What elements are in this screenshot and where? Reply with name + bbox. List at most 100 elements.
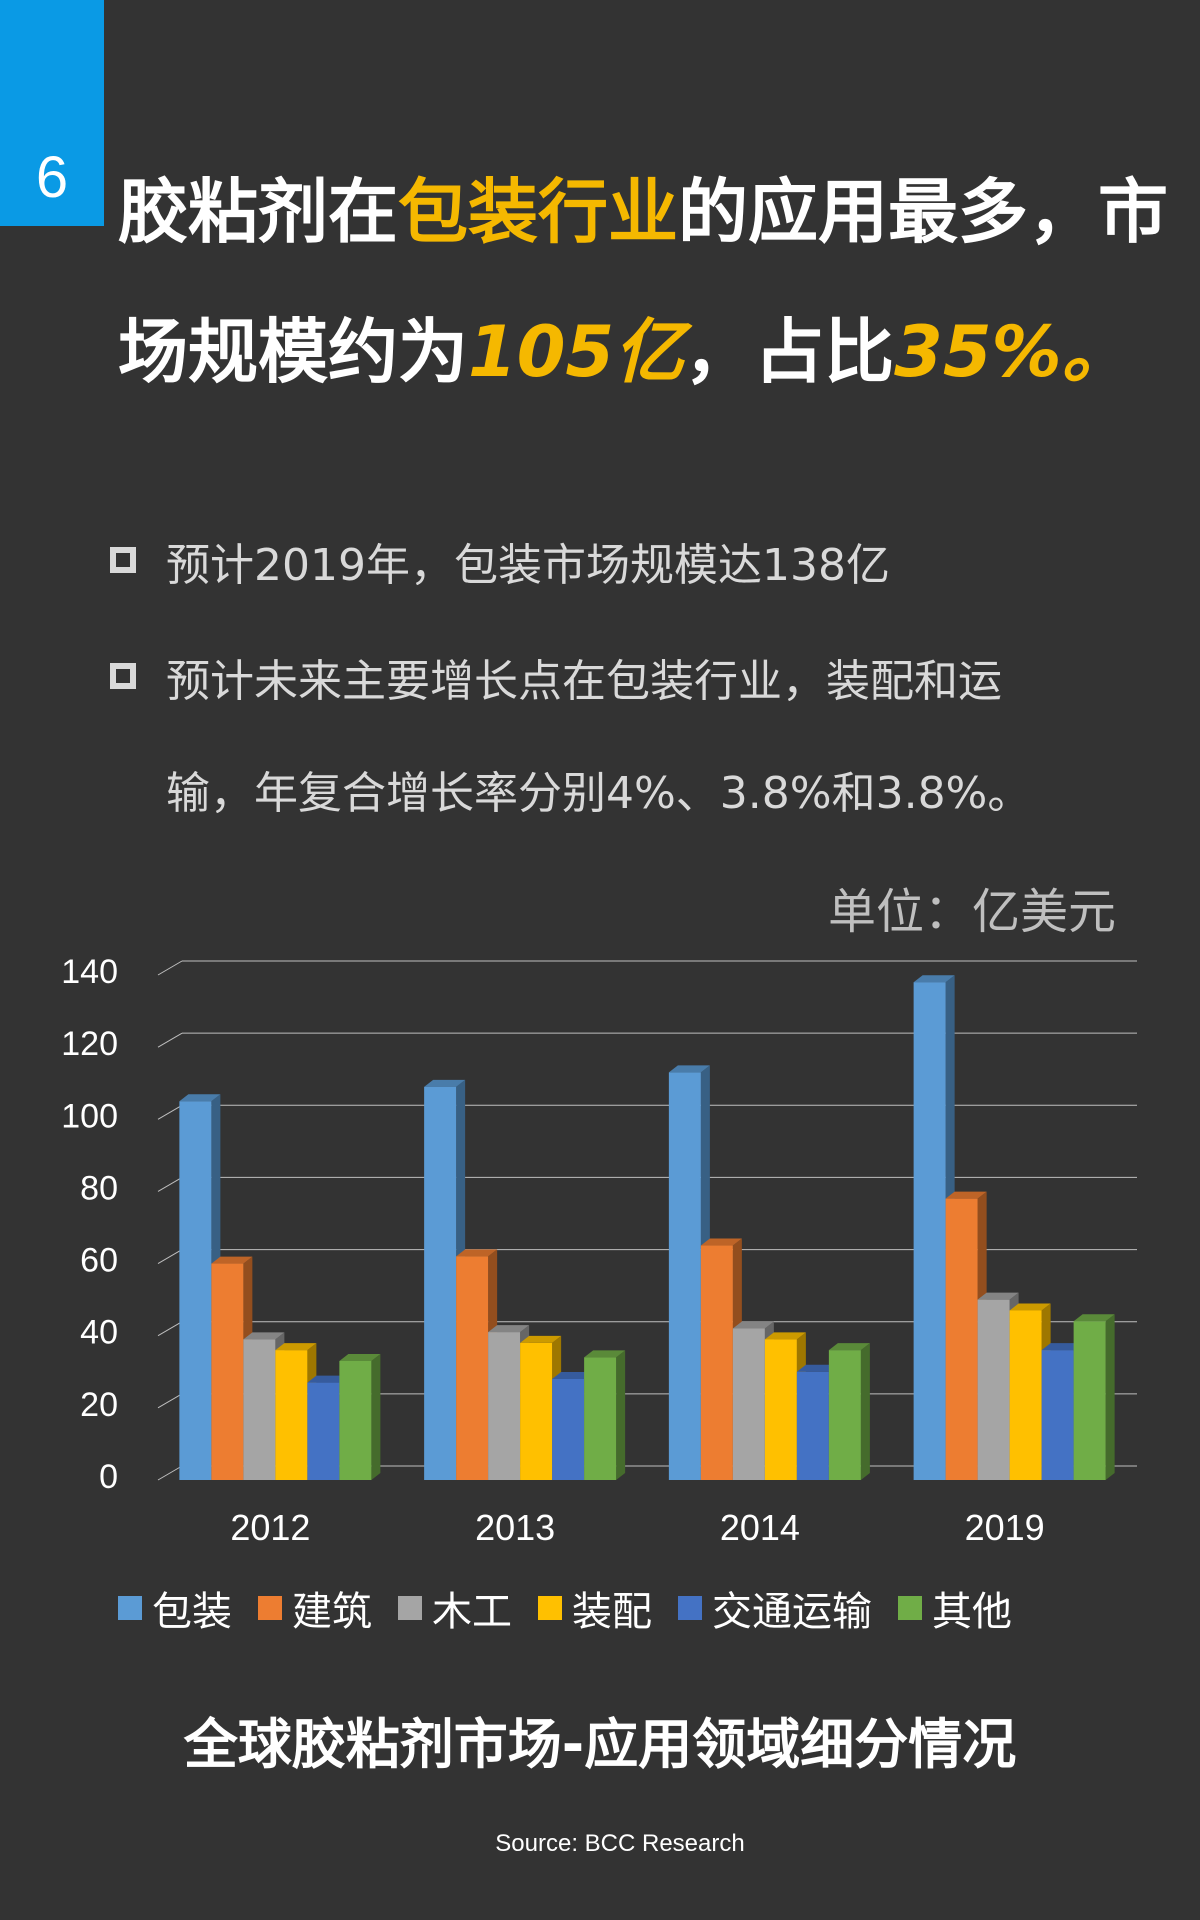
unit-label: 单位：亿美元	[827, 884, 1116, 940]
bullet-square-icon	[110, 663, 136, 689]
headline: 胶粘剂在包装行业的应用最多，市 场规模约为105亿，占比35%。	[118, 142, 1198, 422]
legend-label: 包装	[152, 1589, 232, 1635]
headline-highlight-share: 35%。	[894, 311, 1132, 393]
bar-top	[275, 1343, 317, 1351]
legend-label: 装配	[572, 1589, 652, 1635]
y-tick-label: 120	[61, 1025, 118, 1063]
gridline-depth	[157, 1176, 183, 1192]
bar-top	[1041, 1343, 1083, 1351]
bar	[520, 1342, 553, 1480]
bar	[764, 1339, 797, 1480]
bullet-item: 预计2019年，包装市场规模达138亿	[110, 510, 1170, 622]
bar-top	[307, 1375, 349, 1383]
bar	[796, 1371, 829, 1480]
slide-number-tab: 6	[0, 0, 104, 226]
bar-top	[1073, 1314, 1115, 1322]
headline-line-1: 胶粘剂在包装行业的应用最多，市	[118, 142, 1198, 282]
bullet-square-icon	[110, 547, 136, 573]
bar-top	[700, 1238, 742, 1246]
bar	[552, 1379, 585, 1480]
y-tick-label: 100	[61, 1097, 118, 1135]
bar-side	[371, 1353, 381, 1480]
y-tick-label: 80	[80, 1169, 118, 1207]
bar-top	[945, 1191, 987, 1199]
headline-text: 胶粘剂在	[118, 171, 398, 253]
legend-label: 建筑	[292, 1589, 372, 1635]
bullet-text: 预计未来主要增长点在包装行业，装配和运	[166, 656, 1002, 707]
bullet-list: 预计2019年，包装市场规模达138亿 预计未来主要增长点在包装行业，装配和运 …	[110, 510, 1170, 854]
bar	[1041, 1350, 1074, 1480]
bar-top	[211, 1256, 253, 1264]
legend-swatch	[538, 1596, 562, 1620]
bar-top	[764, 1332, 806, 1340]
legend-item: 装配	[538, 1579, 652, 1637]
bar-top	[339, 1353, 381, 1361]
legend-item: 包装	[118, 1579, 232, 1637]
bar	[179, 1101, 212, 1480]
bar-top	[668, 1065, 710, 1073]
y-tick-label: 20	[80, 1386, 118, 1424]
bullet-text-continued: 输，年复合增长率分别4%、3.8%和3.8%。	[166, 768, 1032, 819]
y-tick-label: 0	[99, 1458, 118, 1496]
bar	[1073, 1321, 1106, 1480]
legend-swatch	[258, 1596, 282, 1620]
x-tick-label: 2013	[475, 1507, 555, 1548]
bar	[700, 1245, 733, 1480]
bar-top	[179, 1094, 221, 1102]
bar	[1009, 1310, 1042, 1480]
bar-top	[977, 1292, 1019, 1300]
bar	[584, 1357, 617, 1480]
bar-top	[488, 1325, 530, 1333]
headline-text: 场规模约为	[118, 311, 468, 393]
y-tick-label: 60	[80, 1242, 118, 1280]
headline-highlight-size: 105亿	[468, 311, 685, 393]
headline-text: ，占比	[684, 311, 895, 393]
bar	[456, 1256, 489, 1480]
bar-top	[1009, 1303, 1051, 1311]
bar	[977, 1299, 1010, 1480]
bar-side	[860, 1343, 870, 1480]
bar	[732, 1328, 765, 1480]
bar-top	[520, 1335, 562, 1343]
legend-swatch	[398, 1596, 422, 1620]
bar-top	[584, 1350, 626, 1358]
bar	[307, 1382, 340, 1480]
bar	[828, 1350, 861, 1480]
gridline-depth	[157, 1393, 183, 1409]
gridline-depth	[157, 1249, 183, 1265]
bar	[488, 1332, 521, 1480]
bar-top	[732, 1321, 774, 1329]
chart-legend: 包装 建筑 木工 装配 交通运输 其他	[118, 1578, 1158, 1638]
y-tick-label: 40	[80, 1314, 118, 1352]
legend-swatch	[118, 1596, 142, 1620]
x-tick-label: 2012	[230, 1507, 310, 1548]
bar	[668, 1072, 701, 1480]
bar-chart: 0 20 40 60 80 100 120 140 2012 2013 2014 2019	[61, 953, 1137, 1548]
bar-side	[1105, 1314, 1115, 1480]
bar	[275, 1350, 308, 1480]
legend-item: 建筑	[258, 1579, 372, 1637]
legend-swatch	[678, 1596, 702, 1620]
legend-item: 其他	[898, 1579, 1012, 1637]
headline-line-2: 场规模约为105亿，占比35%。	[118, 282, 1198, 422]
bar	[211, 1263, 244, 1480]
bar-top	[796, 1364, 838, 1372]
headline-text: 的应用最多，市	[678, 171, 1168, 253]
bar	[945, 1198, 978, 1480]
bar	[424, 1086, 457, 1480]
gridline-depth	[157, 1321, 183, 1337]
y-tick-label: 140	[61, 953, 118, 991]
legend-item: 交通运输	[678, 1579, 872, 1637]
bullet-text: 预计2019年，包装市场规模达138亿	[166, 540, 890, 591]
legend-swatch	[898, 1596, 922, 1620]
bar-side	[616, 1350, 626, 1480]
source-note: Source: BCC Research	[495, 1830, 745, 1857]
bar	[243, 1339, 276, 1480]
legend-label: 其他	[932, 1589, 1012, 1635]
gridline-depth	[157, 1032, 183, 1048]
bar-top	[243, 1332, 285, 1340]
bar-top	[456, 1249, 498, 1257]
x-tick-label: 2019	[965, 1507, 1045, 1548]
bar-top	[424, 1079, 466, 1087]
bullet-item: 预计未来主要增长点在包装行业，装配和运 输，年复合增长率分别4%、3.8%和3.…	[110, 626, 1170, 850]
